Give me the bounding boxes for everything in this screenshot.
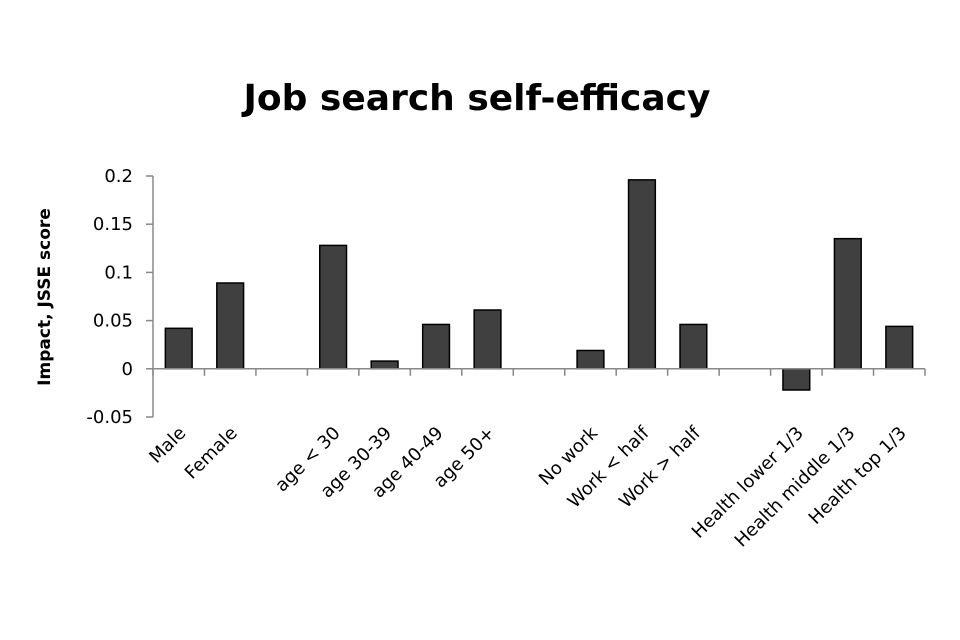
y-tick-label: 0.2 bbox=[104, 166, 133, 187]
bar bbox=[164, 327, 193, 370]
bar bbox=[370, 360, 399, 370]
y-tick-label: 0.1 bbox=[104, 262, 133, 283]
bar bbox=[679, 323, 708, 370]
y-tick-label: 0.05 bbox=[93, 311, 133, 332]
bar bbox=[216, 282, 245, 370]
y-axis-label: Impact, JSSE score bbox=[35, 208, 55, 386]
bar bbox=[319, 244, 348, 370]
bar bbox=[782, 368, 811, 391]
bar bbox=[473, 309, 502, 370]
y-tick-label: 0 bbox=[122, 359, 133, 380]
bar bbox=[421, 323, 451, 370]
bar bbox=[576, 349, 605, 370]
y-tick-label: -0.05 bbox=[86, 407, 133, 428]
bar bbox=[885, 325, 914, 370]
x-tick-label: Male bbox=[145, 423, 190, 468]
bar bbox=[833, 237, 862, 370]
y-tick-label: 0.15 bbox=[93, 214, 133, 235]
chart-title: Job search self-efficacy bbox=[241, 78, 711, 119]
bar bbox=[627, 179, 657, 370]
x-tick-label: Female bbox=[181, 423, 242, 484]
